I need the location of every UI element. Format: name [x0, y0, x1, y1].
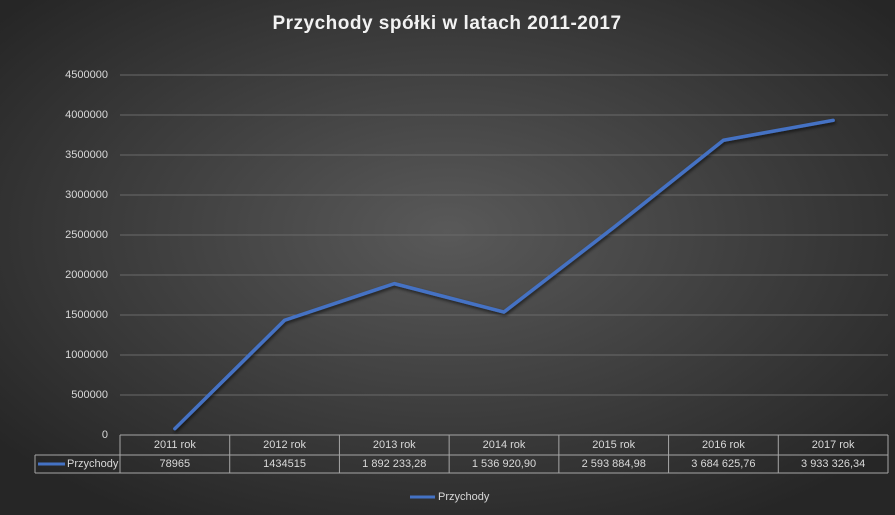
y-tick-label: 4000000: [65, 109, 108, 121]
table-row-label: Przychody: [67, 458, 119, 470]
chart-title: Przychody spółki w latach 2011-2017: [272, 13, 621, 34]
y-tick-label: 0: [102, 429, 108, 441]
x-tick-label: 2017 rok: [812, 439, 855, 451]
y-tick-label: 3500000: [65, 149, 108, 161]
y-tick-label: 3000000: [65, 189, 108, 201]
y-tick-label: 1000000: [65, 349, 108, 361]
table-cell: 78965: [160, 458, 191, 470]
x-tick-label: 2016 rok: [702, 439, 745, 451]
x-tick-label: 2014 rok: [483, 439, 526, 451]
series-line: [173, 118, 835, 431]
table-cell: 1434515: [263, 458, 306, 470]
table-cell: 2 593 884,98: [582, 458, 646, 470]
y-tick-label: 500000: [71, 389, 108, 401]
y-tick-label: 2500000: [65, 229, 108, 241]
table-cell: 3 684 625,76: [691, 458, 755, 470]
x-tick-label: 2013 rok: [373, 439, 416, 451]
y-tick-label: 1500000: [65, 309, 108, 321]
x-tick-label: 2012 rok: [263, 439, 306, 451]
y-tick-label: 2000000: [65, 269, 108, 281]
table-cell: 1 892 233,28: [362, 458, 426, 470]
x-tick-label: 2011 rok: [154, 439, 196, 451]
table-cell: 3 933 326,34: [801, 458, 865, 470]
legend-label: Przychody: [438, 491, 490, 503]
x-tick-label: 2015 rok: [592, 439, 635, 451]
y-tick-label: 4500000: [65, 69, 108, 81]
table-cell: 1 536 920,90: [472, 458, 536, 470]
